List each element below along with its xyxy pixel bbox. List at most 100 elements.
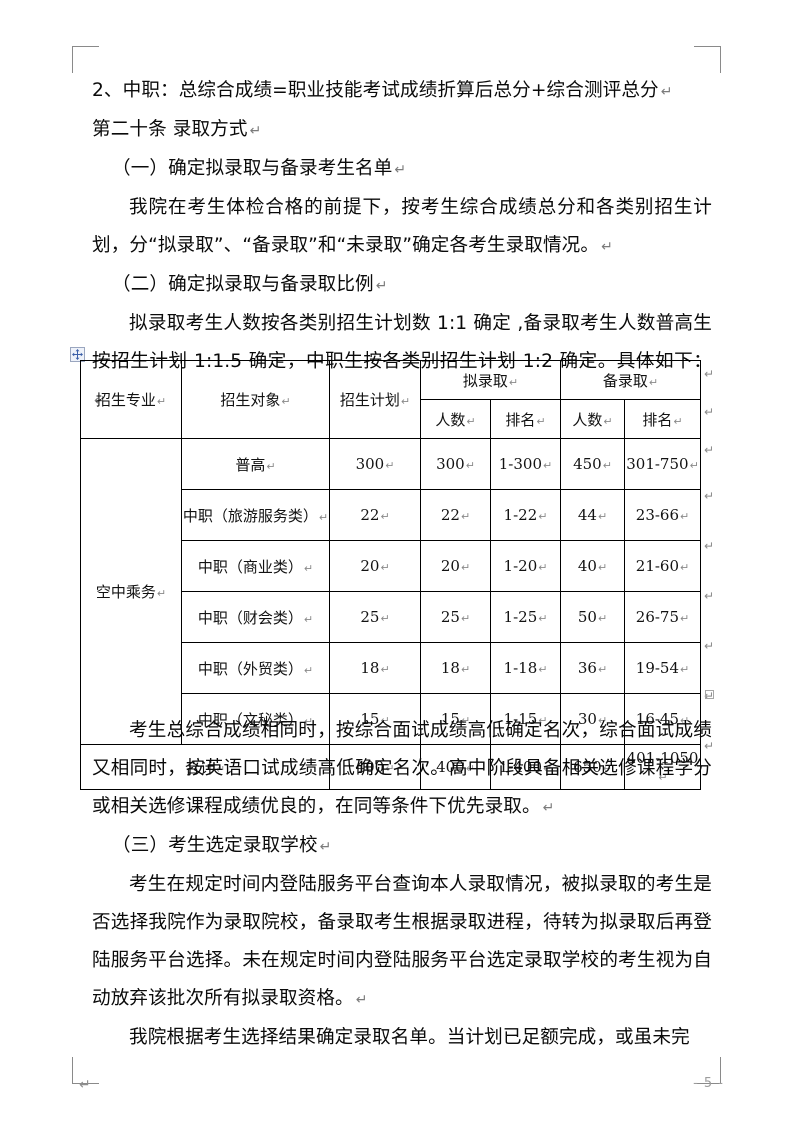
cell-backup-count: 450↵ <box>560 438 626 490</box>
paragraph-mark-icon: ↵ <box>249 123 262 139</box>
cell-major-name: 空中乘务↵ <box>80 438 182 745</box>
cell-mark-icon: ↵ <box>538 510 548 523</box>
cell-preadmit-count: 15↵ <box>420 693 491 745</box>
table-header-row-sub: 人数↵ 排名↵ 人数↵ 排名↵ <box>81 399 702 439</box>
cell-backup-count: 36↵ <box>560 642 626 694</box>
paragraph-text: 2、中职：总综合成绩=职业技能考试成绩折算后总分+综合测评总分 <box>92 80 659 101</box>
cell-mark-icon: ↵ <box>597 612 608 625</box>
table-row: 空中乘务↵ 普高↵ 300↵ 300↵ 1-300↵ 450↵ 301-750↵ <box>80 438 702 745</box>
cell-mark-icon: ↵ <box>460 561 471 574</box>
cell-preadmit-rank: 1-15↵ <box>489 693 562 745</box>
cell-mark-icon: ↵ <box>538 714 548 727</box>
column-header-plan: 招生计划↵ <box>329 360 421 439</box>
cell-mark-icon: ↵ <box>460 714 471 727</box>
cell-backup-count: 30↵ <box>560 693 626 745</box>
cell-mark-icon: ↵ <box>380 510 390 523</box>
paragraph-text: （二）确定拟录取与备录取比例 <box>112 274 374 295</box>
cell-preadmit-rank: 1-25↵ <box>489 591 562 643</box>
paragraph-tiebreak-rules: 考生总综合成绩相同时，按综合面试成绩高低确定名次，综合面试成绩又相同时，按英语口… <box>92 712 712 827</box>
cell-mark-icon: ↵ <box>680 714 690 727</box>
cell-mark-icon: ↵ <box>215 762 226 776</box>
paragraph-text: 我院在考生体检合格的前提下，按考生综合成绩总分和各类别招生计划，分“拟录取”、“… <box>92 197 712 256</box>
paragraph-text: （三）考生选定录取学校 <box>112 835 318 856</box>
row-mark-icon: ↵ <box>704 539 715 553</box>
crop-mark-top-right <box>694 46 721 73</box>
cell-preadmit-count: 20↵ <box>420 540 491 592</box>
cell-preadmit-count: 300↵ <box>420 438 491 490</box>
cell-mark-icon: ↵ <box>602 762 612 775</box>
row-mark-icon: ↵ <box>704 405 715 419</box>
cell-backup-count: 50↵ <box>560 591 626 643</box>
row-mark-icon: ↵ <box>704 689 715 703</box>
table-move-handle-icon[interactable] <box>70 347 85 362</box>
column-header-backup-group: 备录取↵ <box>560 360 702 400</box>
cell-backup-rank: 301-750↵ <box>624 438 702 490</box>
table-row-paragraph-marks: ↵ ↵ ↵ ↵ ↵ ↵ ↵ ↵ ↵ <box>704 360 724 752</box>
paragraph-mark-icon: ↵ <box>375 278 388 294</box>
cell-mark-icon: ↵ <box>380 714 390 727</box>
column-header-major: 招生专业↵ <box>80 360 182 439</box>
footer-paragraph-mark-icon: ↵ <box>79 1077 91 1093</box>
cell-plan: 15↵ <box>329 693 421 745</box>
column-header-backup-rank: 排名↵ <box>624 399 702 439</box>
row-mark-icon: ↵ <box>704 639 715 653</box>
cell-mark-icon: ↵ <box>460 663 471 676</box>
cell-mark-icon: ↵ <box>466 414 476 428</box>
column-header-backup-count: 人数↵ <box>560 399 626 439</box>
table-total-row: 合计↵ 400↵ 400↵ 1-400↵ 650↵ 401-1050↵ <box>80 744 702 790</box>
cell-mark-icon: ↵ <box>385 459 395 472</box>
cell-mark-icon: ↵ <box>543 459 553 472</box>
cell-mark-icon: ↵ <box>508 375 519 389</box>
cell-backup-count: 44↵ <box>560 489 626 541</box>
table-row: 中职（文秘类）↵ 15↵ 15↵ 1-15↵ 30↵ 16-45↵ <box>81 693 702 745</box>
paragraph-platform-selection-rules: 考生在规定时间内登陆服务平台查询本人录取情况，被拟录取的考生是否选择我院作为录取… <box>92 866 712 1019</box>
cell-preadmit-count: 25↵ <box>420 591 491 643</box>
paragraph-mark-icon: ↵ <box>355 992 368 1008</box>
table-row: 中职（旅游服务类）↵ 22↵ 22↵ 1-22↵ 44↵ 23-66↵ <box>81 489 702 541</box>
cell-preadmit-count: 22↵ <box>420 489 491 541</box>
paragraph-text: 考生总综合成绩相同时，按综合面试成绩高低确定名次，综合面试成绩又相同时，按英语口… <box>92 720 712 817</box>
paragraph-mark-icon: ↵ <box>542 800 555 816</box>
cell-target: 中职（旅游服务类）↵ <box>181 489 330 541</box>
cell-mark-icon: ↵ <box>303 663 314 677</box>
cell-mark-icon: ↵ <box>680 663 690 676</box>
paragraph-mark-icon: ↵ <box>660 84 673 100</box>
paragraph-vocational-score-formula: 2、中职：总综合成绩=职业技能考试成绩折算后总分+综合测评总分 ↵ <box>92 72 712 111</box>
cell-preadmit-rank: 1-300↵ <box>489 438 562 490</box>
cell-mark-icon: ↵ <box>465 459 475 472</box>
cell-mark-icon: ↵ <box>318 510 329 524</box>
page-number: - 5 - <box>693 1076 724 1091</box>
paragraph-section-one-heading: （一）确定拟录取与备录考生名单 ↵ <box>92 150 712 189</box>
cell-mark-icon: ↵ <box>465 762 475 775</box>
cell-total-backup-count: 650↵ <box>560 744 626 790</box>
cell-total-plan: 400↵ <box>329 744 421 790</box>
cell-preadmit-rank: 1-20↵ <box>489 540 562 592</box>
cell-mark-icon: ↵ <box>303 714 314 728</box>
row-mark-icon: ↵ <box>704 443 715 457</box>
cell-mark-icon: ↵ <box>536 414 546 428</box>
document-body-top: 2、中职：总综合成绩=职业技能考试成绩折算后总分+综合测评总分 ↵ 第二十条 录取… <box>92 72 712 420</box>
cell-mark-icon: ↵ <box>689 459 699 472</box>
cell-target: 中职（文秘类）↵ <box>181 693 330 745</box>
paragraph-admission-status-rules: 我院在考生体检合格的前提下，按考生综合成绩总分和各类别招生计划，分“拟录取”、“… <box>92 189 712 266</box>
cell-preadmit-count: 18↵ <box>420 642 491 694</box>
cell-mark-icon: ↵ <box>597 663 608 676</box>
cell-mark-icon: ↵ <box>597 561 608 574</box>
cell-mark-icon: ↵ <box>266 459 276 473</box>
cell-plan: 22↵ <box>329 489 421 541</box>
cell-mark-icon: ↵ <box>658 771 668 784</box>
cell-mark-icon: ↵ <box>538 663 548 676</box>
cell-mark-icon: ↵ <box>385 762 395 775</box>
paragraph-article-twenty-heading: 第二十条 录取方式 ↵ <box>92 111 712 150</box>
cell-mark-icon: ↵ <box>303 561 314 575</box>
cell-mark-icon: ↵ <box>156 587 167 600</box>
cell-mark-icon: ↵ <box>460 612 471 625</box>
paragraph-section-two-heading: （二）确定拟录取与备录取比例 ↵ <box>92 266 712 305</box>
cell-mark-icon: ↵ <box>673 414 683 428</box>
cell-mark-icon: ↵ <box>156 395 167 408</box>
cell-total-label: 合计↵ <box>80 744 330 790</box>
cell-backup-rank: 21-60↵ <box>624 540 702 592</box>
row-mark-icon: ↵ <box>704 367 715 381</box>
cell-backup-rank: 23-66↵ <box>624 489 702 541</box>
